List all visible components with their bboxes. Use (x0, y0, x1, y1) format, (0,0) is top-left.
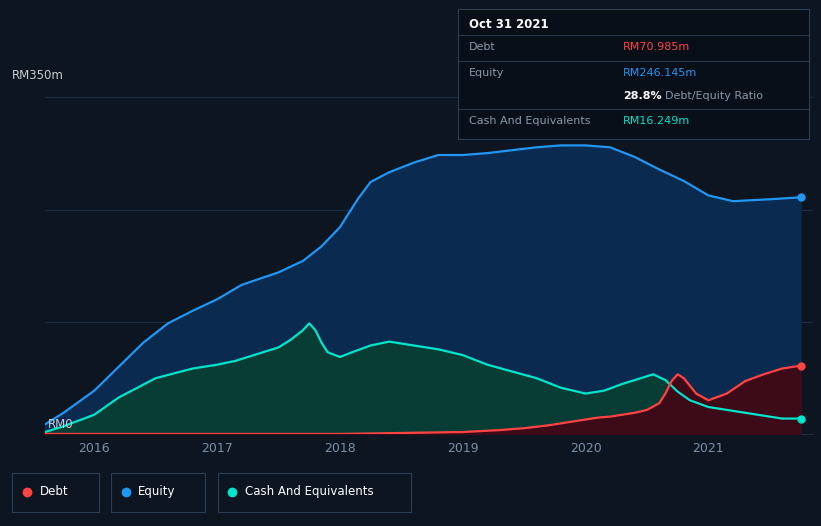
Text: Cash And Equivalents: Cash And Equivalents (245, 485, 374, 498)
Text: Debt/Equity Ratio: Debt/Equity Ratio (665, 91, 763, 101)
Text: RM350m: RM350m (12, 68, 64, 82)
Text: RM246.145m: RM246.145m (623, 68, 697, 78)
Text: Debt: Debt (39, 485, 68, 498)
Text: Debt: Debt (469, 42, 495, 52)
Text: Equity: Equity (138, 485, 176, 498)
Text: RM70.985m: RM70.985m (623, 42, 690, 52)
Text: 28.8%: 28.8% (623, 91, 662, 101)
Text: RM0: RM0 (48, 418, 73, 431)
Text: Equity: Equity (469, 68, 504, 78)
Text: RM16.249m: RM16.249m (623, 116, 690, 126)
Text: Oct 31 2021: Oct 31 2021 (469, 18, 548, 31)
Text: Cash And Equivalents: Cash And Equivalents (469, 116, 590, 126)
